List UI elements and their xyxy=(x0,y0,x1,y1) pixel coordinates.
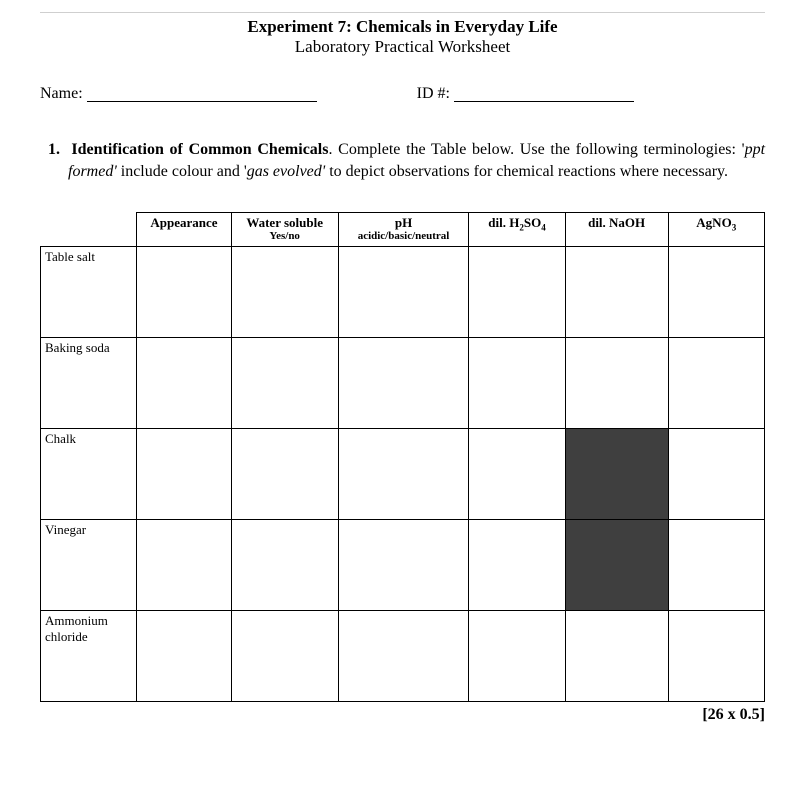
table-cell[interactable] xyxy=(137,610,231,701)
chemicals-table: AppearanceWater solubleYes/nopHacidic/ba… xyxy=(40,212,765,701)
name-blank-line[interactable] xyxy=(87,85,317,102)
table-cell[interactable] xyxy=(338,428,469,519)
table-cell[interactable] xyxy=(231,519,338,610)
row-name: Baking soda xyxy=(41,337,137,428)
column-header: pHacidic/basic/neutral xyxy=(338,213,469,246)
q1-heading: Identification of Common Chemicals xyxy=(71,141,328,158)
table-cell[interactable] xyxy=(231,337,338,428)
table-cell[interactable] xyxy=(338,337,469,428)
q1-text-c: to depict observations for chemical reac… xyxy=(325,163,728,180)
row-name: Ammonium chloride xyxy=(41,610,137,701)
row-name: Vinegar xyxy=(41,519,137,610)
table-cell[interactable] xyxy=(469,246,565,337)
table-cell[interactable] xyxy=(231,246,338,337)
table-cell[interactable] xyxy=(469,337,565,428)
row-name: Table salt xyxy=(41,246,137,337)
question-1: 1. Identification of Common Chemicals. C… xyxy=(40,139,765,182)
table-cell[interactable] xyxy=(668,428,764,519)
table-cell[interactable] xyxy=(565,246,668,337)
table-cell[interactable] xyxy=(565,519,668,610)
q1-number: 1. xyxy=(48,141,60,158)
table-cell[interactable] xyxy=(231,428,338,519)
name-label: Name: xyxy=(40,85,83,103)
table-row: Chalk xyxy=(41,428,765,519)
table-cell[interactable] xyxy=(565,337,668,428)
table-row: Vinegar xyxy=(41,519,765,610)
column-header: AgNO3 xyxy=(668,213,764,246)
table-cell[interactable] xyxy=(338,246,469,337)
id-blank-line[interactable] xyxy=(454,85,634,102)
student-info-row: Name: ID #: xyxy=(40,85,765,103)
table-cell[interactable] xyxy=(565,428,668,519)
table-cell[interactable] xyxy=(137,428,231,519)
column-header: Water solubleYes/no xyxy=(231,213,338,246)
table-cell[interactable] xyxy=(338,610,469,701)
table-cell[interactable] xyxy=(469,519,565,610)
table-cell[interactable] xyxy=(137,337,231,428)
page-title: Experiment 7: Chemicals in Everyday Life xyxy=(40,17,765,37)
page-subtitle: Laboratory Practical Worksheet xyxy=(40,37,765,57)
table-row: Ammonium chloride xyxy=(41,610,765,701)
table-cell[interactable] xyxy=(137,519,231,610)
table-cell[interactable] xyxy=(137,246,231,337)
column-header: dil. NaOH xyxy=(565,213,668,246)
table-cell[interactable] xyxy=(668,610,764,701)
table-cell[interactable] xyxy=(469,428,565,519)
table-row: Baking soda xyxy=(41,337,765,428)
q1-italic-2: gas evolved' xyxy=(247,163,326,180)
table-cell[interactable] xyxy=(668,246,764,337)
table-cell[interactable] xyxy=(668,519,764,610)
table-cell[interactable] xyxy=(231,610,338,701)
table-cell[interactable] xyxy=(565,610,668,701)
table-cell[interactable] xyxy=(338,519,469,610)
column-header: dil. H2SO4 xyxy=(469,213,565,246)
table-row: Table salt xyxy=(41,246,765,337)
column-header: Appearance xyxy=(137,213,231,246)
id-label: ID #: xyxy=(417,85,450,103)
table-cell[interactable] xyxy=(668,337,764,428)
column-header xyxy=(41,213,137,246)
score-text: [26 x 0.5] xyxy=(40,706,765,724)
table-cell[interactable] xyxy=(469,610,565,701)
row-name: Chalk xyxy=(41,428,137,519)
q1-text-a: . Complete the Table below. Use the foll… xyxy=(328,141,744,158)
q1-text-b: include colour and ' xyxy=(117,163,247,180)
